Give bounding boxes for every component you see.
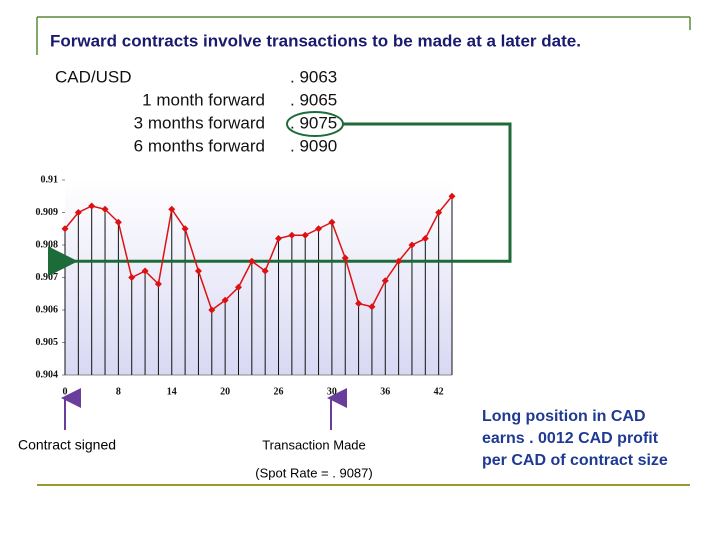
point bbox=[234, 283, 242, 291]
table-label: 6 months forward bbox=[134, 136, 265, 155]
y-tick-label: 0.908 bbox=[36, 239, 59, 250]
x-tick-label: 26 bbox=[274, 386, 284, 397]
point bbox=[275, 235, 283, 242]
point bbox=[154, 280, 162, 288]
y-tick-label: 0.907 bbox=[36, 272, 59, 283]
annotation: earns . 0012 CAD profit bbox=[482, 430, 659, 447]
y-tick-label: 0.905 bbox=[36, 337, 59, 348]
rate-table: CAD/USD . 9063 1 month forward . 9065 3 mont… bbox=[55, 67, 337, 155]
y-tick-label: 0.906 bbox=[36, 304, 59, 315]
point bbox=[448, 192, 456, 200]
table-value: . 9063 bbox=[290, 67, 337, 86]
y-tick-label: 0.909 bbox=[36, 207, 59, 218]
point bbox=[341, 254, 349, 262]
table-value: . 9075 bbox=[290, 113, 337, 132]
y-tick-label: 0.904 bbox=[36, 369, 59, 380]
annotation: Long position in CAD bbox=[482, 408, 646, 425]
point bbox=[88, 202, 96, 210]
x-tick-label: 0 bbox=[63, 386, 68, 397]
point bbox=[408, 241, 416, 249]
annotation: Contract signed bbox=[18, 437, 116, 453]
x-tick-label: 36 bbox=[380, 386, 390, 397]
point bbox=[181, 225, 189, 233]
table-value: . 9065 bbox=[290, 90, 337, 109]
table-value: . 9090 bbox=[290, 136, 337, 155]
point bbox=[435, 209, 443, 216]
table-label: 3 months forward bbox=[134, 113, 265, 132]
point bbox=[368, 303, 376, 311]
point bbox=[288, 231, 296, 239]
title: Forward contracts involve transactions t… bbox=[50, 31, 581, 50]
point bbox=[315, 225, 323, 233]
point bbox=[61, 225, 69, 233]
point bbox=[301, 231, 309, 239]
series-line bbox=[64, 195, 453, 312]
point bbox=[355, 300, 363, 307]
point bbox=[248, 257, 256, 265]
point bbox=[74, 209, 82, 216]
x-tick-label: 8 bbox=[116, 386, 121, 397]
x-tick-label: 30 bbox=[327, 386, 337, 397]
annotation: Transaction Made bbox=[262, 437, 366, 452]
y-tick-label: 0.91 bbox=[41, 174, 59, 185]
table-label: CAD/USD bbox=[55, 67, 132, 86]
x-tick-label: 42 bbox=[434, 386, 444, 397]
point bbox=[114, 218, 122, 226]
plot-area bbox=[65, 180, 452, 375]
profit-note: Long position in CAD earns . 0012 CAD pro… bbox=[482, 408, 668, 469]
annotation: (Spot Rate = . 9087) bbox=[255, 465, 372, 480]
point bbox=[141, 267, 149, 275]
point bbox=[194, 267, 202, 275]
point bbox=[101, 205, 109, 213]
x-tick-label: 20 bbox=[220, 386, 230, 397]
point bbox=[395, 257, 403, 265]
point bbox=[381, 277, 389, 285]
reference-line bbox=[48, 122, 512, 277]
point bbox=[128, 274, 136, 281]
table-label: 1 month forward bbox=[142, 90, 265, 109]
point bbox=[421, 235, 429, 242]
point bbox=[208, 306, 216, 314]
x-tick-label: 14 bbox=[167, 386, 177, 397]
point bbox=[168, 205, 176, 213]
point bbox=[261, 267, 269, 275]
annotation: per CAD of contract size bbox=[482, 452, 668, 469]
point bbox=[328, 218, 336, 226]
point bbox=[221, 296, 229, 304]
